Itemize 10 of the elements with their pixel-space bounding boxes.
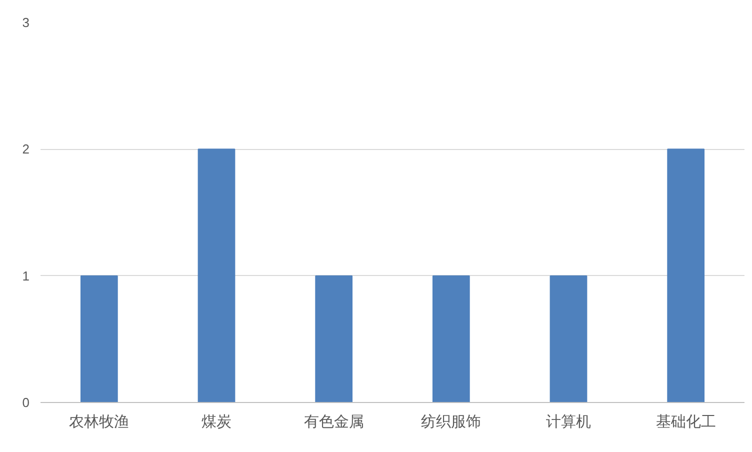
x-tick-label: 煤炭 xyxy=(202,414,232,430)
y-tick-label: 2 xyxy=(22,142,30,157)
x-tick-label: 农林牧渔 xyxy=(69,414,130,430)
y-tick-label: 1 xyxy=(22,268,30,284)
x-tick-label: 纺织服饰 xyxy=(421,414,482,430)
y-tick-label: 0 xyxy=(22,395,30,410)
x-tick-label: 计算机 xyxy=(546,414,591,430)
y-tick-label: 3 xyxy=(22,15,30,30)
x-tick-label: 基础化工 xyxy=(656,414,716,430)
x-tick-label: 有色金属 xyxy=(304,414,364,430)
